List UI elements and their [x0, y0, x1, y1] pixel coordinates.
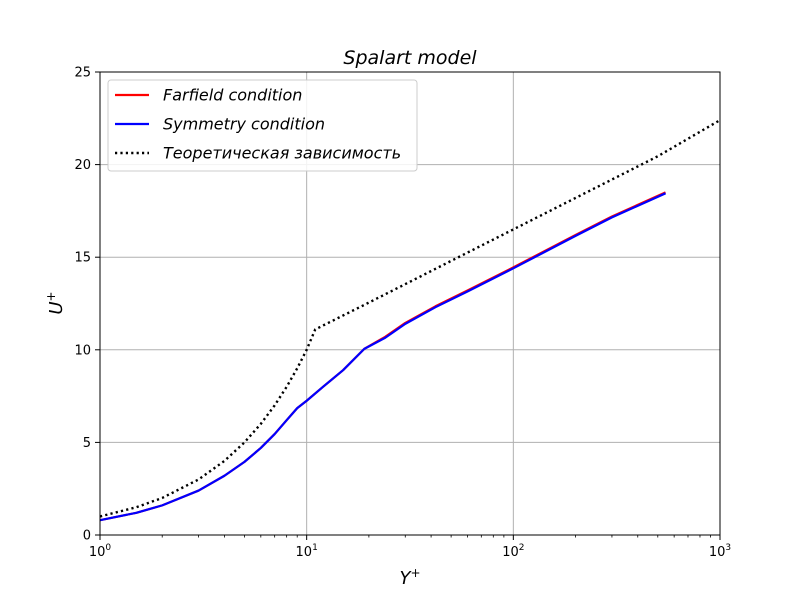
- y-tick-label: 5: [83, 436, 91, 451]
- legend-box: [107, 79, 418, 172]
- series-line-theory-2: [99, 119, 721, 518]
- y-tick-label: 20: [74, 158, 91, 173]
- x-tick-label: 101: [296, 543, 318, 560]
- x-axis-label: Y+: [399, 566, 420, 589]
- y-tick-label: 10: [74, 343, 91, 358]
- legend-label: Farfield condition: [163, 86, 302, 105]
- legend-label: Symmetry condition: [163, 115, 325, 134]
- chart-title: Spalart model: [343, 47, 477, 69]
- y-tick-label: 0: [83, 529, 91, 544]
- y-axis-label: U+: [44, 291, 67, 314]
- x-axis-label-sup: +: [410, 566, 420, 580]
- x-axis-label-main: Y: [399, 568, 412, 589]
- y-axis-label-sup: +: [44, 291, 58, 301]
- legend-label: Теоретическая зависимость: [163, 144, 401, 163]
- x-tick-label: 102: [502, 543, 524, 560]
- x-tick-label: 100: [89, 543, 112, 560]
- ticks: 100 101 102 103 0 5 10 15 20 25: [74, 66, 731, 561]
- x-tick-label: 103: [709, 543, 731, 560]
- y-tick-label: 15: [74, 251, 91, 266]
- series-line-symmetry-condition: [99, 192, 666, 522]
- legend: Farfield condition Symmetry condition Теор…: [107, 79, 418, 172]
- y-tick-label: 25: [74, 66, 91, 81]
- plot-frame: [99, 71, 721, 536]
- series-layer: [99, 119, 721, 522]
- y-axis-label-main: U: [46, 301, 67, 314]
